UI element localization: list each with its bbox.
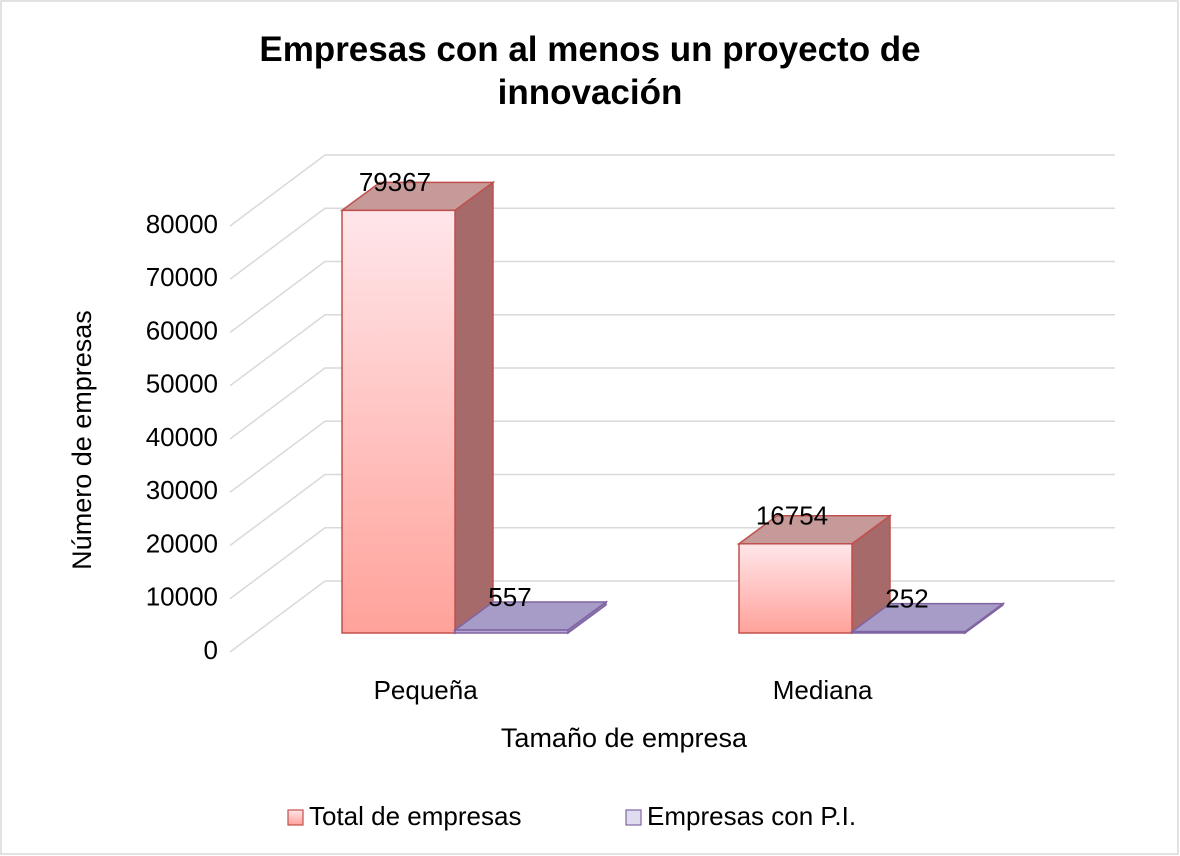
data-label: 557 <box>488 582 531 612</box>
y-tick-label: 0 <box>204 635 218 665</box>
grid-line <box>229 154 1115 227</box>
grid-line <box>229 367 1115 440</box>
grid-line <box>229 207 1115 280</box>
bar-front <box>738 543 853 634</box>
bar <box>736 514 893 635</box>
y-tick-label: 10000 <box>146 582 218 612</box>
grid-line <box>229 260 1115 334</box>
chart-title: Empresas con al menos un proyecto de inn… <box>259 30 921 112</box>
y-tick-label: 30000 <box>146 475 218 505</box>
data-label: 79367 <box>359 167 431 197</box>
bar <box>452 600 609 635</box>
data-label: 252 <box>885 584 928 614</box>
y-tick-label: 70000 <box>146 262 218 292</box>
legend-swatch <box>287 809 304 826</box>
y-tick-label: 50000 <box>146 369 218 399</box>
x-axis-title: Tamaño de empresa <box>501 723 748 753</box>
bar <box>849 602 1006 635</box>
bar-side <box>454 180 494 635</box>
legend-swatch <box>625 809 642 826</box>
bar-front <box>341 209 456 634</box>
y-tick-label: 80000 <box>146 209 218 239</box>
data-label: 16754 <box>756 501 828 531</box>
y-tick-label: 20000 <box>146 528 218 558</box>
bar-front <box>454 629 569 634</box>
legend-label: Empresas con P.I. <box>647 801 856 831</box>
x-tick-label: Mediana <box>773 675 873 705</box>
y-axis-title: Número de empresas <box>67 310 97 570</box>
grid-line <box>229 473 1115 547</box>
bar-front <box>851 630 966 634</box>
y-tick-label: 40000 <box>146 422 218 452</box>
grid-line <box>229 314 1115 387</box>
bar <box>339 180 496 635</box>
legend-label: Total de empresas <box>309 801 521 831</box>
x-tick-label: Pequeña <box>374 675 479 705</box>
grid-line <box>229 420 1115 493</box>
y-tick-label: 60000 <box>146 315 218 345</box>
